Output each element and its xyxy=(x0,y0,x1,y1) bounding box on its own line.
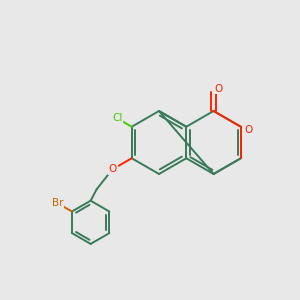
Text: O: O xyxy=(214,83,222,94)
Text: Br: Br xyxy=(52,198,63,208)
Text: Cl: Cl xyxy=(112,113,123,124)
Text: O: O xyxy=(108,164,116,175)
Text: O: O xyxy=(244,125,253,135)
